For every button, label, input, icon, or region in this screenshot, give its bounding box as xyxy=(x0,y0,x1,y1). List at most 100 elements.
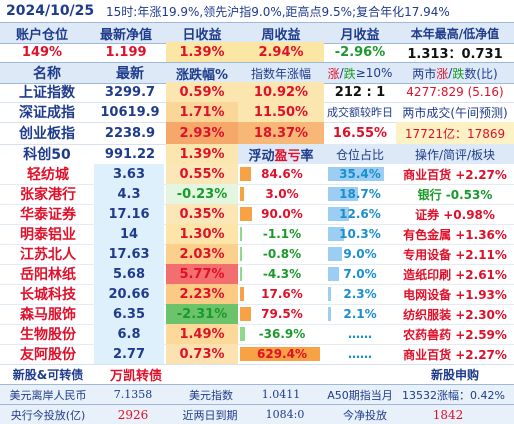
weight-text: 12.6% xyxy=(339,207,381,221)
stock-name[interactable]: 森马服饰 xyxy=(20,307,76,323)
floating-word: 浮动 xyxy=(248,148,275,164)
pnl-text: 90.0% xyxy=(261,207,303,221)
sector-note: 证券 +0.98% xyxy=(415,207,495,222)
floating-pnl: -36.9% xyxy=(240,324,324,344)
stock-name[interactable]: 长城科技 xyxy=(20,287,76,303)
position-weight: 10.3% xyxy=(324,224,396,244)
floating-pnl: 3.0% xyxy=(240,184,324,204)
stock-name[interactable]: 华泰证券 xyxy=(20,207,76,223)
index-row: 深证成指 10619.9 1.71% 11.50% 成交额较昨日 两市成交(午间… xyxy=(0,102,514,123)
weight-bar xyxy=(328,307,331,321)
index-year-change: 18.37% xyxy=(238,122,324,144)
stock-change: 5.77% xyxy=(166,264,238,284)
index-name[interactable]: 创业板指 xyxy=(19,126,75,142)
holding-row[interactable]: 友阿股份 2.77 0.73% 629.4% …… 商业百货 +2.27% xyxy=(0,344,514,365)
position-weight: …… xyxy=(324,324,396,344)
header-hi-lo: 本年最高/低净值 xyxy=(410,26,500,41)
pnl-bar xyxy=(240,207,252,221)
sector-note: 商业百货 +2.27% xyxy=(403,167,507,182)
index-latest: 991.22 xyxy=(104,146,156,162)
holding-row[interactable]: 岳阳林纸 5.68 5.77% -4.3% 7.0% 造纸印刷 +2.61% xyxy=(0,264,514,285)
pnl-text: 84.6% xyxy=(261,167,303,181)
index-change: 1.71% xyxy=(166,102,238,122)
stock-change: -0.23% xyxy=(166,184,238,204)
position-weight: 35.4% xyxy=(324,164,396,184)
header-weight: 仓位占比 xyxy=(324,144,396,164)
up-down-sep: / xyxy=(339,66,344,80)
index-row: 创业板指 2238.9 2.93% 18.37% 16.55% 17721亿：1… xyxy=(0,122,514,145)
holding-row[interactable]: 华泰证券 17.16 0.35% 90.0% 12.6% 证券 +0.98% xyxy=(0,204,514,225)
a50-label: A50期指当月 xyxy=(327,388,393,402)
index-latest: 10619.9 xyxy=(100,104,160,120)
pnl-text: 79.5% xyxy=(261,307,303,321)
maturity-value: 1084:0 xyxy=(265,408,305,421)
hi-lo-value: 1.313：0.731 xyxy=(407,46,503,62)
header-floating-pnl: 浮动 盈亏率 xyxy=(238,144,324,164)
index-name[interactable]: 深证成指 xyxy=(19,105,75,121)
profit-word: 盈亏 xyxy=(274,148,301,164)
floating-pnl: -0.8% xyxy=(240,244,324,264)
holding-row[interactable]: 森马服饰 6.35 -2.31% 79.5% 2.1% 纺织服装 +2.30% xyxy=(0,304,514,325)
pnl-text: 3.0% xyxy=(265,187,299,201)
holding-row[interactable]: 明泰铝业 14 1.30% -1.1% 10.3% 有色金属 +1.36% xyxy=(0,224,514,245)
pnl-bar xyxy=(240,327,245,341)
index-change: 1.39% xyxy=(166,144,238,164)
weight-bar xyxy=(328,227,344,241)
market-breadth: 4277:829 (5.16) xyxy=(406,85,504,99)
floating-pnl: -1.1% xyxy=(240,224,324,244)
rate-word: 率 xyxy=(300,148,314,164)
holding-row[interactable]: 生物股份 6.8 1.49% -36.9% …… 农药兽药 +2.59% xyxy=(0,324,514,345)
stock-price: 4.3 xyxy=(94,184,164,204)
stock-name[interactable]: 明泰铝业 xyxy=(20,227,76,243)
floating-pnl: 79.5% xyxy=(240,304,324,324)
holding-row[interactable]: 轻纺城 3.63 0.55% 84.6% 35.4% 商业百货 +2.27% xyxy=(0,164,514,185)
limit-up-down-count: 212 : 1 xyxy=(334,84,386,100)
pnl-bar xyxy=(240,287,244,301)
holding-row[interactable]: 长城科技 20.66 2.23% 17.6% 2.3% 电网设备 +1.93% xyxy=(0,284,514,305)
index-change: 0.59% xyxy=(166,82,238,102)
new-bond-name[interactable]: 万凯转债 xyxy=(109,368,162,384)
position-weight: 18.7% xyxy=(324,184,396,204)
usd-cnh-label: 美元离岸人民币 xyxy=(9,388,87,402)
pnl-text: 629.4% xyxy=(257,347,307,361)
dxy-value: 1.0411 xyxy=(261,388,301,401)
pnl-text: 17.6% xyxy=(261,287,303,301)
breadth-prefix: 两市 xyxy=(412,66,437,81)
holding-row[interactable]: 江苏北人 17.63 2.03% -0.8% 9.0% 专用设备 +2.11% xyxy=(0,244,514,265)
header-up-down: 涨 / 跌 ≥10% xyxy=(324,63,396,83)
index-year-change: 10.92% xyxy=(238,82,324,102)
weight-bar xyxy=(328,267,339,281)
new-shares-apply[interactable]: 新股申购 xyxy=(430,367,479,382)
stock-name[interactable]: 生物股份 xyxy=(20,327,76,343)
pnl-bar xyxy=(240,247,242,261)
weight-text: 7.0% xyxy=(343,267,377,281)
stock-name[interactable]: 友阿股份 xyxy=(20,347,76,363)
weight-bar xyxy=(328,287,331,301)
sector-note: 银行 -0.53% xyxy=(417,187,493,202)
footer-fx: 美元离岸人民币 7.1358 美元指数 1.0411 A50期指当月 13532… xyxy=(0,384,514,404)
net-injection-label: 今净投放 xyxy=(343,408,387,422)
weight-text: …… xyxy=(348,327,372,341)
stock-name[interactable]: 张家港行 xyxy=(20,187,76,203)
pnl-bar xyxy=(240,187,244,201)
stock-price: 6.35 xyxy=(94,304,164,324)
weight-text: …… xyxy=(348,347,372,361)
stock-name[interactable]: 岳阳林纸 xyxy=(20,267,76,283)
stock-change: 1.49% xyxy=(166,324,238,344)
stock-change: 0.73% xyxy=(166,344,238,364)
stock-name[interactable]: 江苏北人 xyxy=(20,247,76,263)
index-name[interactable]: 上证指数 xyxy=(19,85,75,101)
index-name[interactable]: 科创50 xyxy=(23,147,71,163)
daily-return: 1.39% xyxy=(166,42,238,62)
stock-change: 0.55% xyxy=(166,164,238,184)
stock-price: 20.66 xyxy=(94,284,164,304)
weight-text: 2.3% xyxy=(343,287,377,301)
stock-name[interactable]: 轻纺城 xyxy=(27,167,69,183)
sector-note: 专用设备 +2.11% xyxy=(403,247,507,262)
header-position: 账户仓位 xyxy=(15,27,68,43)
pboc-value: 2926 xyxy=(117,407,149,422)
holding-row[interactable]: 张家港行 4.3 -0.23% 3.0% 18.7% 银行 -0.53% xyxy=(0,184,514,205)
header-monthly: 月收益 xyxy=(340,27,380,43)
new-shares-row: 新股&可转债 万凯转债 新股申购 xyxy=(0,364,514,383)
floating-pnl: 17.6% xyxy=(240,284,324,304)
